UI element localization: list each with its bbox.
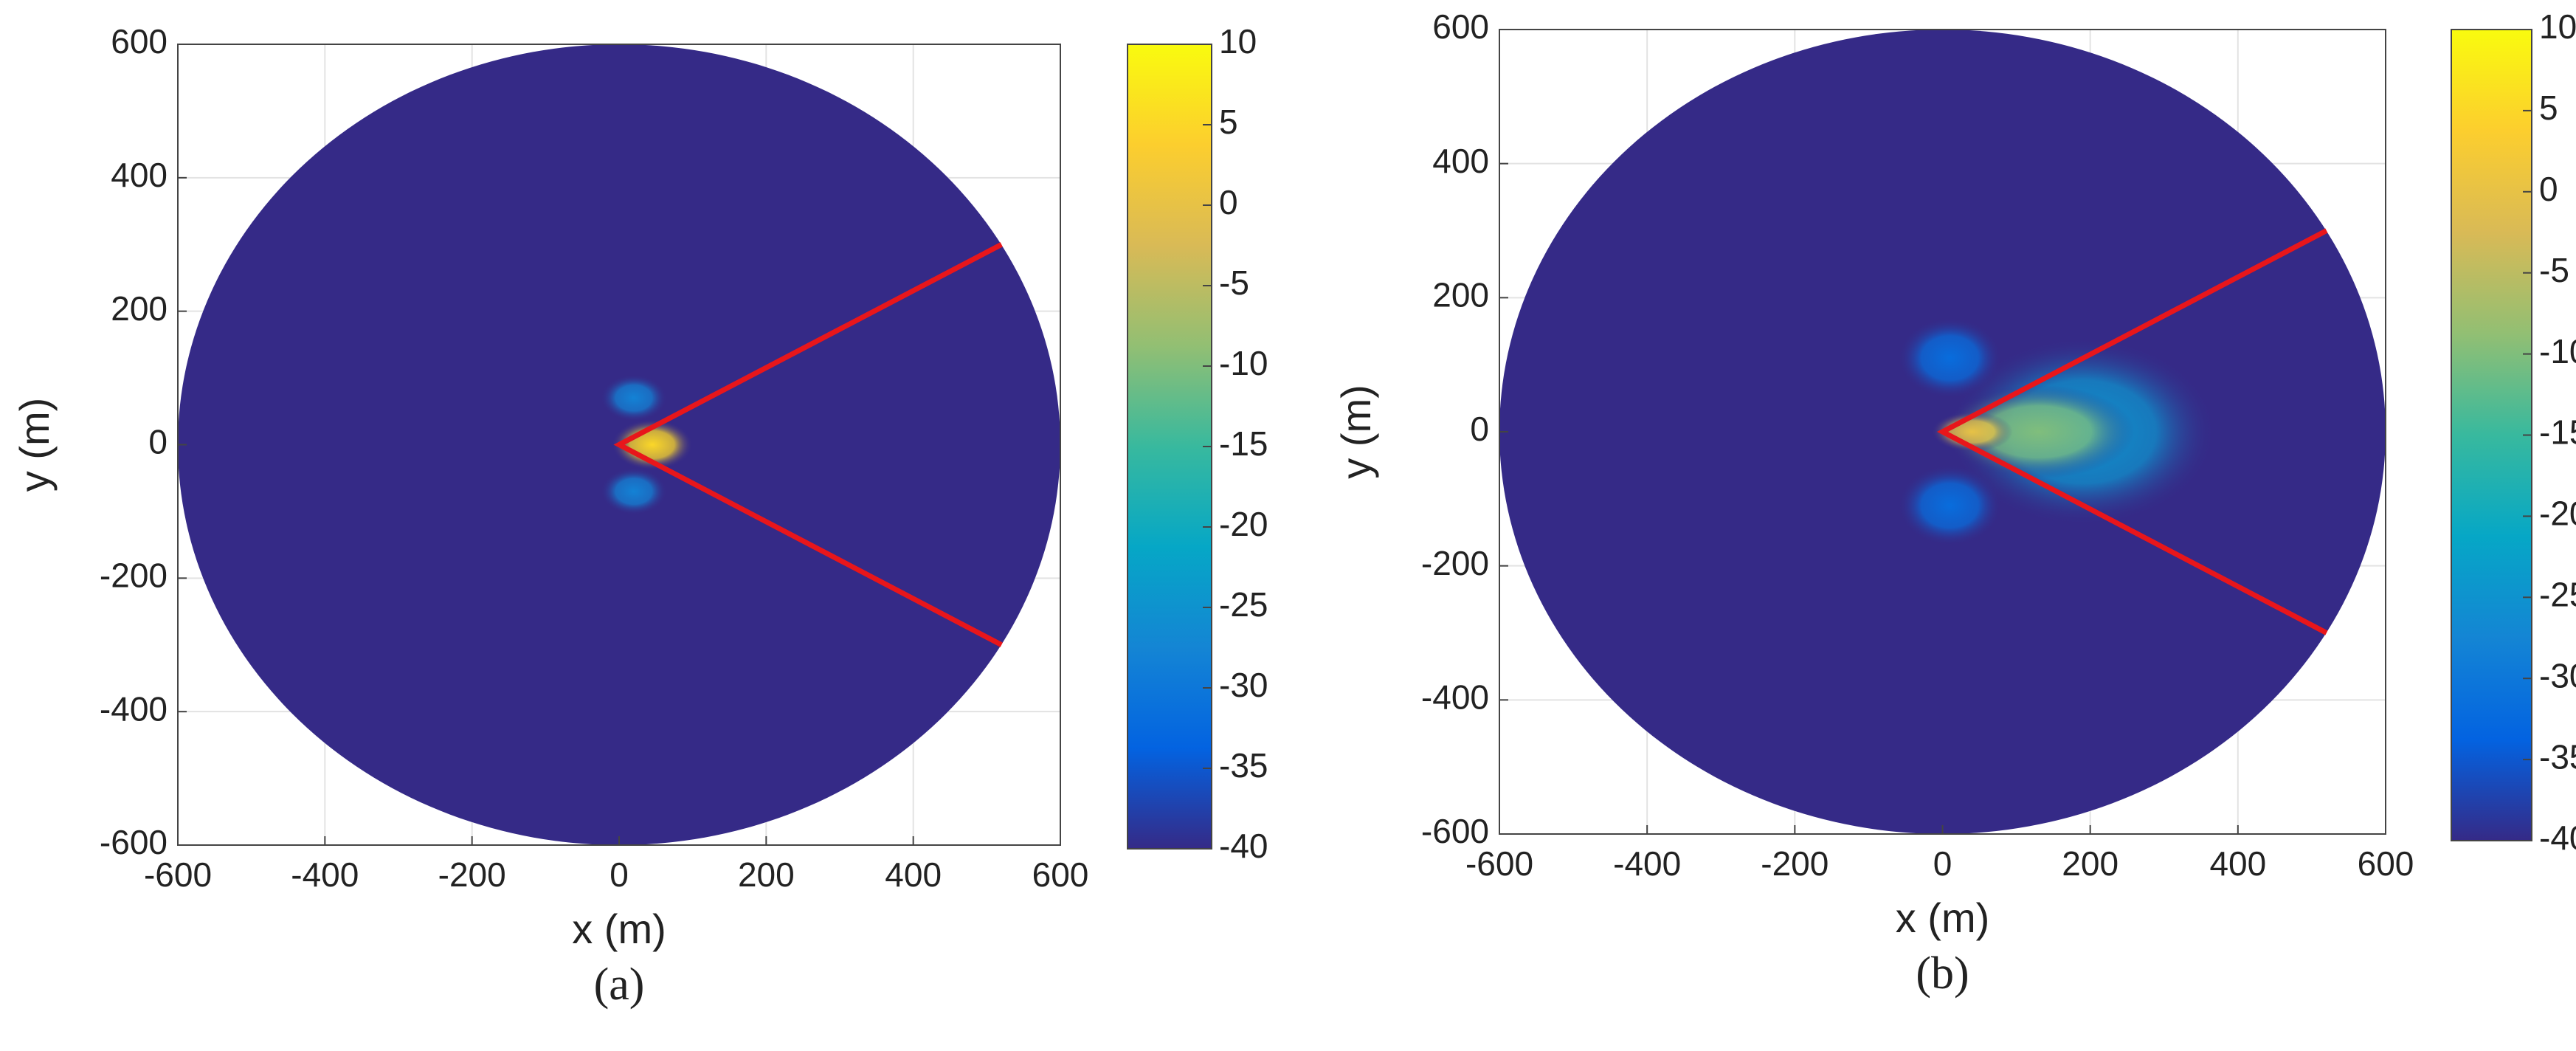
- colorbar-tick-label: 10: [2539, 7, 2576, 46]
- colorbar-tick-label: -5: [1219, 263, 1249, 302]
- x-axis-label: x (m): [1896, 895, 1990, 941]
- x-tick-label: 600: [2358, 844, 2414, 883]
- hotspot: [601, 374, 667, 421]
- x-tick-label: -600: [1465, 844, 1533, 883]
- caption: (b): [1916, 948, 1969, 999]
- panel: -600 -400 -200 0 200 400 600-600-400-200020040…: [11, 22, 1268, 1010]
- x-tick-label: -200: [1761, 844, 1829, 883]
- colorbar-tick-label: -25: [2539, 575, 2576, 613]
- colorbar-tick-label: 5: [2539, 89, 2558, 127]
- colorbar-tick-label: 10: [1219, 22, 1257, 61]
- colorbar-tick-label: -40: [2539, 819, 2576, 857]
- x-tick-label: 200: [2062, 844, 2119, 883]
- y-tick-label: 400: [111, 156, 168, 194]
- y-tick-label: -600: [100, 823, 168, 861]
- hotspot: [1931, 411, 2013, 452]
- colorbar-tick-label: -15: [2539, 413, 2576, 452]
- colorbar-tick-label: 0: [1219, 183, 1238, 221]
- panel: -600 -400 -200 0 200 400 600-600-400-200020040…: [1333, 7, 2576, 999]
- x-tick-label: 600: [1032, 855, 1089, 894]
- colorbar-tick-label: -10: [1219, 344, 1268, 382]
- colorbar: [2451, 29, 2532, 841]
- colorbar-tick-label: -25: [1219, 585, 1268, 624]
- colorbar-tick-label: -30: [2539, 656, 2576, 695]
- x-tick-label: -400: [1613, 844, 1681, 883]
- colorbar-tick-label: -20: [1219, 505, 1268, 543]
- colorbar-tick-label: -40: [1219, 827, 1268, 865]
- colorbar-tick-label: -35: [1219, 746, 1268, 785]
- y-tick-label: -200: [1421, 544, 1489, 582]
- x-tick-label: 400: [885, 855, 942, 894]
- x-tick-label: 200: [738, 855, 795, 894]
- x-tick-label: -200: [438, 855, 506, 894]
- colorbar-tick-label: -20: [2539, 495, 2576, 533]
- y-tick-label: 600: [111, 22, 168, 61]
- colorbar-tick-label: -15: [1219, 424, 1268, 463]
- y-tick-label: -400: [1421, 678, 1489, 716]
- beam-line: [1936, 228, 2328, 635]
- y-tick-label: -200: [100, 556, 168, 594]
- colorbar: [1127, 44, 1212, 850]
- beam-line: [613, 242, 1003, 647]
- colorbar-tick-label: 0: [2539, 170, 2558, 208]
- x-tick-label: -600: [144, 855, 212, 894]
- x-tick-label: 0: [610, 855, 629, 894]
- y-tick-label: 200: [111, 289, 168, 328]
- y-axis-label: y (m): [1333, 385, 1379, 479]
- y-tick-label: 200: [1432, 275, 1489, 314]
- caption: (a): [594, 959, 645, 1010]
- colorbar-tick-label: 5: [1219, 103, 1238, 141]
- y-tick-label: -600: [1421, 812, 1489, 850]
- colorbar-tick-label: -30: [1219, 666, 1268, 704]
- y-tick-label: 600: [1432, 7, 1489, 46]
- y-tick-label: 400: [1432, 142, 1489, 180]
- y-tick-label: 0: [148, 423, 168, 461]
- colorbar-tick-label: -10: [2539, 332, 2576, 371]
- y-axis-label: y (m): [11, 398, 58, 492]
- x-tick-label: -400: [291, 855, 359, 894]
- x-tick-label: 400: [2209, 844, 2266, 883]
- colorbar-tick-label: -35: [2539, 737, 2576, 776]
- hotspot: [601, 468, 667, 515]
- x-axis-label: x (m): [572, 906, 666, 952]
- y-tick-label: 0: [1470, 410, 1489, 448]
- x-tick-label: 0: [1933, 844, 1952, 883]
- y-tick-label: -400: [100, 689, 168, 728]
- hotspot: [612, 419, 693, 470]
- colorbar-tick-label: -5: [2539, 251, 2569, 289]
